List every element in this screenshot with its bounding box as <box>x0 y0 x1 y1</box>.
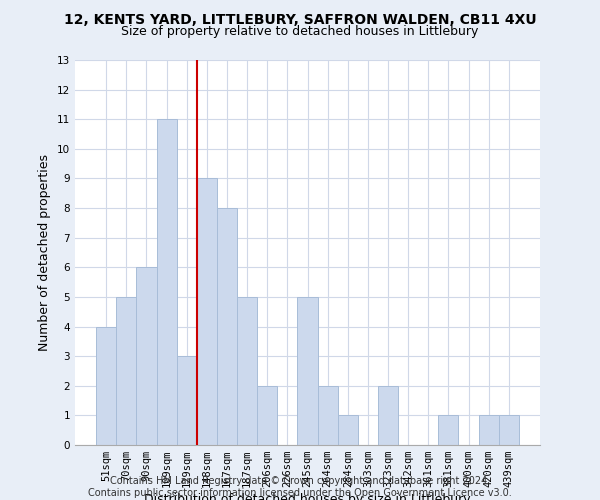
Bar <box>217 208 237 445</box>
Bar <box>378 386 398 445</box>
Bar <box>176 356 197 445</box>
Bar <box>157 119 176 445</box>
Bar <box>136 268 157 445</box>
Bar <box>237 297 257 445</box>
Bar <box>499 416 519 445</box>
Y-axis label: Number of detached properties: Number of detached properties <box>38 154 52 351</box>
Bar <box>298 297 317 445</box>
Bar <box>116 297 136 445</box>
Bar <box>197 178 217 445</box>
Bar <box>479 416 499 445</box>
Bar <box>96 326 116 445</box>
Bar <box>257 386 277 445</box>
Text: Size of property relative to detached houses in Littlebury: Size of property relative to detached ho… <box>121 25 479 38</box>
Text: 12, KENTS YARD, LITTLEBURY, SAFFRON WALDEN, CB11 4XU: 12, KENTS YARD, LITTLEBURY, SAFFRON WALD… <box>64 12 536 26</box>
Bar <box>317 386 338 445</box>
Bar <box>338 416 358 445</box>
Bar <box>439 416 458 445</box>
X-axis label: Distribution of detached houses by size in Littlebury: Distribution of detached houses by size … <box>144 493 471 500</box>
Text: Contains HM Land Registry data © Crown copyright and database right 2024.
Contai: Contains HM Land Registry data © Crown c… <box>88 476 512 498</box>
